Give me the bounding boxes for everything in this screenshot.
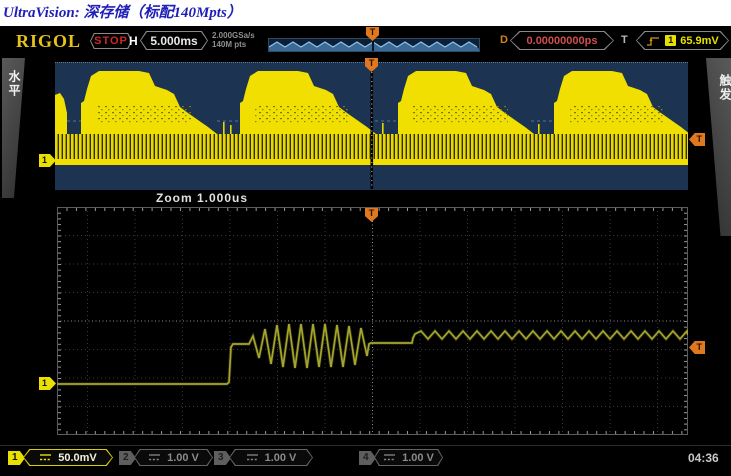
clock: 04:36 (688, 451, 719, 465)
timebase-bg (141, 32, 207, 49)
channel4-scale-value: 1.00 V (402, 451, 434, 464)
channel3-dc-coupling-icon (246, 454, 258, 461)
run-state-label: STOP (94, 35, 128, 47)
trigger-level-control[interactable]: 1 65.9mV (636, 31, 729, 50)
channel3-scale-pill[interactable]: 1.00 V (229, 449, 313, 466)
overview-trigger-position-marker[interactable]: T (365, 58, 378, 72)
channel1-badge[interactable]: 1 (8, 451, 25, 465)
zoom-scale-label: Zoom 1.000us (156, 191, 249, 205)
channel4-dc-coupling-icon (384, 454, 396, 461)
memory-position-bar (268, 38, 480, 52)
tab-trigger-label: 触发 (718, 74, 731, 102)
channel1-scale-pill[interactable]: 50.0mV (23, 449, 113, 466)
channel4-pill-bg (375, 450, 442, 465)
memory-trigger-position-marker[interactable]: T (366, 27, 379, 41)
channel3-scale-value: 1.00 V (264, 451, 297, 464)
run-state-button[interactable]: STOP (90, 33, 132, 49)
memory-wave-icon (269, 39, 479, 51)
trigger-bg (637, 32, 728, 49)
timebase-control[interactable]: 5.000ms (140, 31, 208, 50)
memory-depth: 140M pts (212, 40, 247, 49)
horizontal-label: H (129, 34, 138, 48)
tab-horizontal-label: 水平 (7, 70, 21, 98)
channel2-scale-pill[interactable]: 1.00 V (134, 449, 213, 466)
channel4-scale-pill[interactable]: 1.00 V (374, 449, 443, 466)
channel2-dc-coupling-icon (149, 454, 161, 461)
delay-bg (511, 32, 613, 49)
trigger-level-value: 65.9mV (680, 34, 719, 47)
delay-value: 0.00000000ps (526, 34, 598, 47)
overview-trigger-level-marker[interactable]: T (689, 133, 705, 146)
oscilloscope-screen: RIGOL STOP H 5.000ms 2.000GSa/s 140M pts… (0, 26, 731, 476)
timebase-value: 5.000ms (150, 33, 198, 48)
delay-label: D (500, 34, 508, 46)
trigger-slope-icon (647, 36, 660, 46)
overview-channel1-marker[interactable]: 1 (39, 154, 56, 167)
zoom-waveform-trace (57, 323, 688, 385)
channel3-pill-bg (230, 450, 312, 465)
channel4-pill-content: 1.00 V (374, 449, 443, 466)
zoom-channel1-marker[interactable]: 1 (39, 377, 56, 390)
channel1-pill-bg (24, 450, 112, 465)
run-state-bg (91, 34, 131, 48)
zoom-trigger-position-marker[interactable]: T (365, 208, 378, 222)
overview-waveform-area (55, 62, 688, 190)
delay-control[interactable]: 0.00000000ps (510, 31, 614, 50)
channel2-pill-bg (135, 450, 212, 465)
channel1-pill-content: 50.0mV (23, 449, 113, 466)
tab-horizontal-menu[interactable]: 水平 (2, 58, 25, 198)
channel2-badge[interactable]: 2 (119, 451, 136, 465)
statusbar-divider (0, 445, 731, 446)
zoom-grid (57, 207, 688, 435)
channel3-badge[interactable]: 3 (214, 451, 231, 465)
channel2-scale-value: 1.00 V (167, 451, 199, 464)
tab-trigger-menu[interactable]: 触发 (706, 58, 731, 236)
overview-waveform (55, 63, 688, 189)
channel4-badge[interactable]: 4 (359, 451, 376, 465)
channel1-dc-coupling-icon (40, 454, 52, 461)
zoom-waveform-area (57, 207, 688, 435)
acquisition-info: 2.000GSa/s 140M pts (212, 31, 255, 49)
channel1-scale-value: 50.0mV (58, 451, 97, 464)
sample-rate: 2.000GSa/s (212, 31, 255, 40)
rigol-logo: RIGOL (16, 31, 82, 51)
trigger-source-badge: 1 (665, 35, 677, 46)
zoom-trigger-level-marker[interactable]: T (689, 341, 705, 354)
page-title: UltraVision: 深存储（标配140Mpts） (3, 5, 242, 21)
channel3-pill-content: 1.00 V (229, 449, 313, 466)
trigger-label: T (621, 34, 628, 46)
channel2-pill-content: 1.00 V (134, 449, 213, 466)
trigger-content: 1 65.9mV (636, 31, 729, 50)
